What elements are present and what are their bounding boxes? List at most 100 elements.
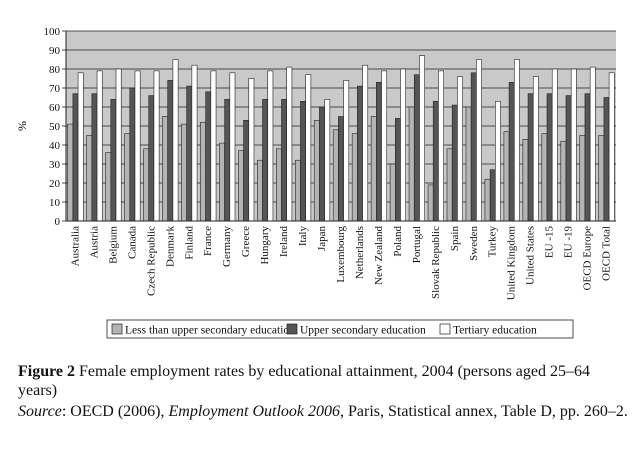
bar-denmark-s1 [162, 116, 169, 222]
bar-portugal-s3 [419, 55, 425, 222]
legend-swatch-2 [286, 323, 298, 335]
bar-czech-republic-s2 [148, 95, 155, 222]
source-suffix: , Paris, Statistical annex, Table D, pp.… [340, 403, 628, 420]
x-tick-label: Austria [88, 226, 100, 259]
bar-new-zealand-s1 [370, 116, 377, 222]
bar-netherlands-s3 [362, 64, 369, 222]
bar-ireland-s2 [281, 99, 288, 222]
x-tick-label: Hungary [259, 226, 271, 265]
bar-united-states-s2 [527, 93, 534, 222]
source-prefix: : OECD (2006), [61, 403, 169, 420]
x-tick-label: Spain [449, 226, 461, 252]
x-tick-label: Canada [126, 226, 138, 259]
x-tick-label: OECD Total [601, 226, 613, 281]
x-tick-label: Australia [69, 226, 81, 266]
bar-new-zealand-s3 [381, 70, 388, 222]
bar-luxembourg-s1 [332, 129, 339, 222]
bar-japan-s2 [319, 106, 325, 222]
figure-source: Source: OECD (2006), Employment Outlook … [18, 402, 628, 421]
bar-italy-s3 [305, 74, 312, 222]
bar-united-kingdom-s1 [503, 131, 510, 222]
bar-oecd-europe-s3 [589, 66, 596, 222]
x-tick-label: Slovak Republic [430, 226, 442, 299]
bar-belgium-s3 [115, 68, 122, 222]
legend-box [106, 319, 574, 339]
y-axis-label: % [15, 121, 29, 131]
y-tick-label-100: 100 [44, 26, 61, 38]
bar-oecd-europe-s2 [584, 93, 591, 222]
x-tick-label: Luxembourg [335, 226, 347, 283]
x-tick-label: France [202, 226, 214, 256]
bar-sweden-s3 [476, 59, 482, 222]
bar-portugal-s2 [413, 74, 420, 222]
x-tick-label: Ireland [278, 226, 290, 258]
bar-united-states-s3 [532, 76, 539, 222]
bar-greece-s1 [238, 150, 244, 222]
bar-oecd-europe-s1 [579, 135, 586, 222]
x-tick-label: United States [525, 226, 537, 285]
bar-eu-19-s3 [570, 68, 577, 222]
bar-hungary-s2 [262, 99, 269, 222]
bar-canada-s1 [124, 133, 131, 222]
bar-germany-s2 [224, 99, 231, 222]
bar-france-s2 [205, 91, 212, 222]
bar-italy-s1 [294, 159, 301, 222]
bar-eu-19-s1 [560, 140, 567, 222]
bar-italy-s2 [300, 101, 306, 222]
x-tick-label: Belgium [107, 226, 119, 264]
legend-swatch-1 [111, 323, 123, 335]
bar-turkey-s3 [495, 101, 501, 222]
bar-spain-s2 [451, 104, 458, 222]
legend: Less than upper secondary education Upper… [106, 319, 574, 339]
y-tick-label-80: 80 [49, 64, 61, 76]
y-tick-label-60: 60 [49, 102, 61, 114]
bar-oecd-total-s1 [598, 135, 605, 222]
bar-australia-s1 [67, 123, 74, 222]
bar-sweden-s2 [470, 72, 477, 222]
bar-canada-s3 [134, 70, 141, 222]
legend-label-2: Upper secondary education [300, 325, 426, 337]
bar-spain-s3 [457, 76, 463, 222]
bar-slovak-republic-s1 [427, 184, 434, 222]
y-tick-label-90: 90 [49, 45, 61, 57]
bar-denmark-s3 [172, 59, 179, 222]
bar-greece-s2 [243, 120, 250, 222]
x-tick-label: Japan [316, 226, 328, 252]
y-tick-label-10: 10 [49, 197, 61, 209]
bar-finland-s2 [186, 85, 193, 222]
bar-belgium-s1 [105, 152, 112, 222]
bar-eu-15-s1 [541, 133, 548, 222]
bar-eu-15-s3 [551, 68, 558, 222]
y-tick-label-70: 70 [49, 83, 61, 95]
bar-oecd-total-s2 [603, 97, 610, 222]
bar-slovak-republic-s3 [438, 70, 444, 222]
bar-austria-s2 [91, 93, 98, 222]
bar-hungary-s1 [257, 159, 263, 222]
legend-label-1: Less than upper secondary education [125, 325, 295, 337]
bar-chart: 0 10 20 30 40 50 60 70 80 90 100 Australia Austria Be… [15, 26, 616, 339]
y-tick-label-40: 40 [49, 140, 61, 152]
x-tick-label: Denmark [164, 226, 176, 267]
x-tick-label: Netherlands [354, 226, 366, 279]
x-tick-label: United Kingdom [506, 226, 518, 301]
bar-netherlands-s2 [357, 85, 363, 222]
legend-swatch-3 [439, 323, 451, 335]
source-publication: Employment Outlook 2006 [168, 403, 341, 420]
bar-finland-s3 [191, 64, 198, 222]
x-tick-label: Sweden [468, 226, 480, 261]
bar-finland-s1 [181, 123, 187, 222]
x-tick-label: Italy [297, 226, 309, 247]
bar-japan-s1 [313, 120, 320, 222]
x-tick-label: Finland [183, 226, 195, 260]
figure-label: Figure 2 [18, 363, 76, 380]
x-tick-label: Portugal [411, 226, 423, 263]
bar-turkey-s2 [489, 169, 496, 222]
figure-caption: Figure 2 Female employment rates by educ… [18, 362, 628, 400]
bar-canada-s2 [129, 87, 136, 222]
y-tick-label-20: 20 [49, 178, 61, 190]
bar-new-zealand-s2 [376, 82, 382, 222]
bar-spain-s1 [446, 148, 453, 222]
source-label: Source [18, 403, 62, 420]
bar-france-s3 [210, 70, 217, 222]
x-tick-label: New Zealand [373, 226, 385, 285]
